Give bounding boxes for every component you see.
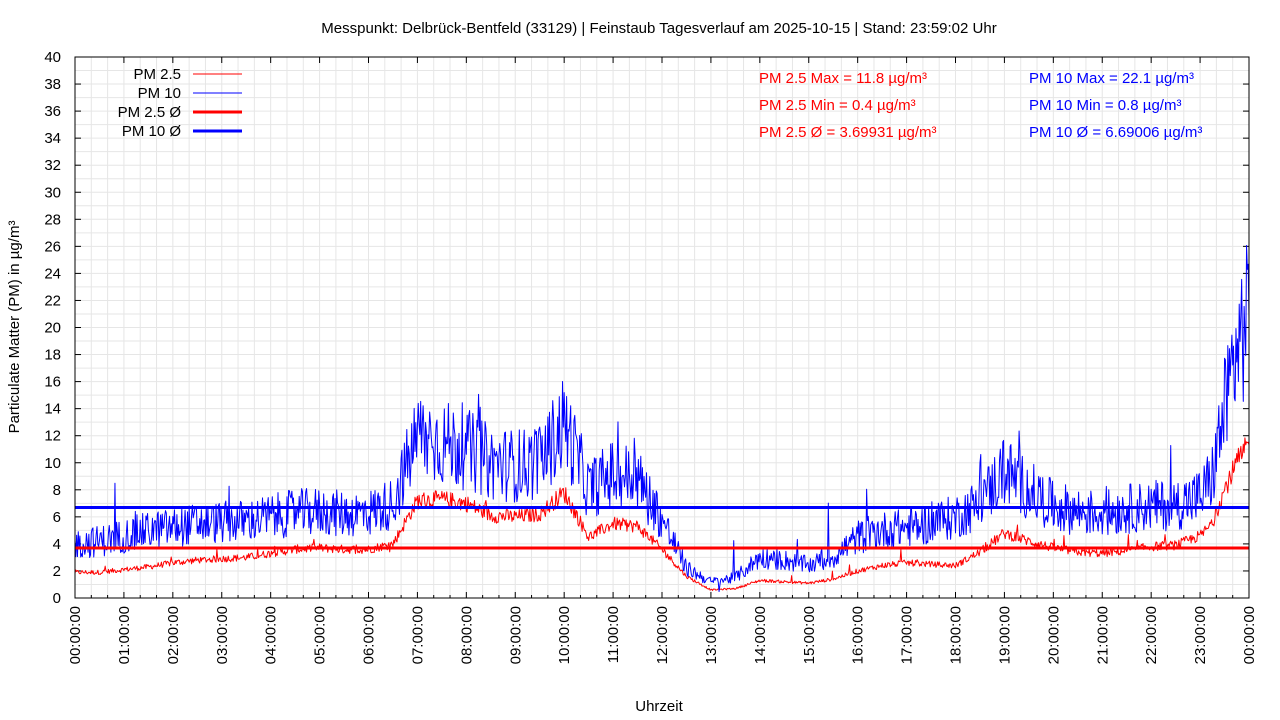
y-tick-label: 26 bbox=[44, 238, 61, 255]
x-tick-label: 16:00:00 bbox=[850, 606, 867, 664]
x-tick-label: 01:00:00 bbox=[116, 606, 133, 664]
x-axis-label: Uhrzeit bbox=[635, 698, 683, 715]
legend: PM 2.5 PM 10 PM 2.5 Ø PM 10 Ø bbox=[118, 66, 242, 140]
y-tick-label: 22 bbox=[44, 292, 61, 309]
average-lines bbox=[75, 506, 1249, 550]
x-tick-label: 19:00:00 bbox=[996, 606, 1013, 664]
x-tick-label: 04:00:00 bbox=[263, 606, 280, 664]
y-tick-label: 20 bbox=[44, 320, 61, 337]
y-tick-label: 4 bbox=[53, 536, 61, 553]
y-tick-label: 36 bbox=[44, 103, 61, 120]
annotation-pm10-avg: PM 10 Ø = 6.69006 µg/m³ bbox=[1029, 124, 1202, 141]
x-tick-label: 08:00:00 bbox=[458, 606, 475, 664]
x-tick-label: 17:00:00 bbox=[899, 606, 916, 664]
y-tick-label: 32 bbox=[44, 157, 61, 174]
x-tick-label: 13:00:00 bbox=[703, 606, 720, 664]
x-tick-label: 23:00:00 bbox=[1192, 606, 1209, 664]
y-tick-label: 34 bbox=[44, 130, 61, 147]
y-tick-label: 10 bbox=[44, 455, 61, 472]
y-tick-label: 24 bbox=[44, 265, 61, 282]
x-tick-label: 15:00:00 bbox=[801, 606, 818, 664]
x-tick-label: 07:00:00 bbox=[409, 606, 426, 664]
stats-annotations: PM 2.5 Max = 11.8 µg/m³ PM 2.5 Min = 0.4… bbox=[759, 70, 1202, 141]
y-tick-label: 8 bbox=[53, 482, 61, 499]
y-tick-label: 30 bbox=[44, 184, 61, 201]
x-tick-label: 12:00:00 bbox=[654, 606, 671, 664]
y-tick-label: 0 bbox=[53, 590, 61, 607]
x-tick-label: 14:00:00 bbox=[752, 606, 769, 664]
x-axis: 00:00:00 01:00:00 02:00:00 03:00:00 04:00:00… bbox=[67, 57, 1258, 664]
x-tick-label: 05:00:00 bbox=[312, 606, 329, 664]
legend-label-pm10: PM 10 bbox=[138, 85, 181, 102]
legend-label-pm10-avg: PM 10 Ø bbox=[122, 123, 182, 140]
chart-title: Messpunkt: Delbrück-Bentfeld (33129) | F… bbox=[321, 20, 996, 37]
y-tick-label: 18 bbox=[44, 347, 61, 364]
annotation-pm25-max: PM 2.5 Max = 11.8 µg/m³ bbox=[759, 70, 927, 87]
grid-lines bbox=[74, 56, 1250, 599]
x-tick-label: 22:00:00 bbox=[1143, 606, 1160, 664]
x-tick-label: 11:00:00 bbox=[605, 606, 622, 663]
x-tick-label: 20:00:00 bbox=[1045, 606, 1062, 664]
x-tick-label: 02:00:00 bbox=[165, 606, 182, 664]
x-tick-label: 10:00:00 bbox=[556, 606, 573, 664]
legend-label-pm25: PM 2.5 bbox=[133, 66, 181, 83]
y-tick-label: 6 bbox=[53, 509, 61, 526]
x-tick-label: 00:00:00 bbox=[67, 606, 84, 664]
annotation-pm25-min: PM 2.5 Min = 0.4 µg/m³ bbox=[759, 97, 916, 114]
x-tick-label: 21:00:00 bbox=[1094, 606, 1111, 664]
series-line-pm10 bbox=[74, 245, 1250, 593]
y-tick-label: 38 bbox=[44, 76, 61, 93]
x-tick-label: 03:00:00 bbox=[214, 606, 231, 664]
annotation-pm25-avg: PM 2.5 Ø = 3.69931 µg/m³ bbox=[759, 124, 936, 141]
y-tick-label: 28 bbox=[44, 211, 61, 228]
x-tick-label: 00:00:00 bbox=[1241, 606, 1258, 664]
x-tick-label: 18:00:00 bbox=[948, 606, 965, 664]
annotation-pm10-max: PM 10 Max = 22.1 µg/m³ bbox=[1029, 70, 1194, 87]
y-tick-label: 40 bbox=[44, 49, 61, 66]
x-tick-label: 06:00:00 bbox=[361, 606, 378, 664]
x-tick-label: 09:00:00 bbox=[507, 606, 524, 664]
y-tick-label: 16 bbox=[44, 374, 61, 391]
y-tick-label: 2 bbox=[53, 563, 61, 580]
annotation-pm10-min: PM 10 Min = 0.8 µg/m³ bbox=[1029, 97, 1181, 114]
plot-border bbox=[74, 56, 1250, 599]
legend-label-pm25-avg: PM 2.5 Ø bbox=[118, 104, 182, 121]
y-tick-label: 14 bbox=[44, 401, 61, 418]
y-axis-label: Particulate Matter (PM) in µg/m³ bbox=[6, 221, 23, 434]
y-tick-label: 12 bbox=[44, 428, 61, 445]
